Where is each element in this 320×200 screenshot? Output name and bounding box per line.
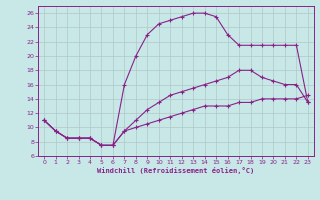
- X-axis label: Windchill (Refroidissement éolien,°C): Windchill (Refroidissement éolien,°C): [97, 167, 255, 174]
